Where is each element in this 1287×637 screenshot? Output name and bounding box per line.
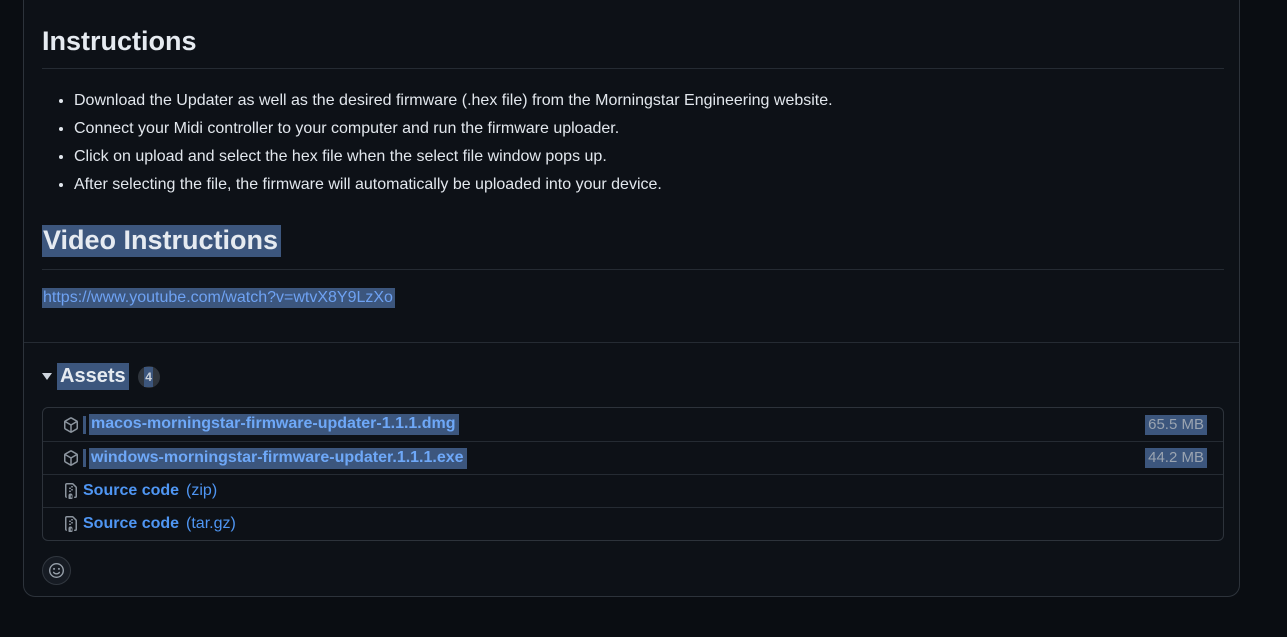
package-icon	[63, 450, 79, 466]
package-icon	[63, 416, 79, 433]
instruction-item: Click on upload and select the hex file …	[74, 143, 1224, 171]
file-zip-icon	[63, 483, 79, 499]
instructions-list: Download the Updater as well as the desi…	[42, 87, 1224, 199]
asset-row: Source code (tar.gz)	[43, 507, 1223, 540]
file-zip-icon	[63, 516, 79, 532]
add-reaction-button[interactable]	[42, 556, 71, 585]
video-instructions-heading: Video Instructions	[42, 223, 1224, 270]
source-code-format: (tar.gz)	[186, 515, 236, 532]
source-code-label: Source code	[83, 482, 180, 499]
release-card: Instructions Download the Updater as wel…	[23, 0, 1240, 597]
instruction-item: After selecting the file, the firmware w…	[74, 171, 1224, 199]
source-code-format: (zip)	[186, 482, 218, 499]
source-code-label: Source code	[83, 515, 180, 532]
selection-gap	[83, 415, 86, 434]
instructions-heading: Instructions	[42, 25, 1224, 69]
source-code-link[interactable]: Source code (zip)	[83, 482, 217, 500]
assets-title: Assets	[57, 363, 129, 390]
asset-row: Source code (zip)	[43, 474, 1223, 507]
assets-count-badge: 4	[137, 365, 160, 388]
asset-size: 44.2 MB	[1145, 448, 1207, 468]
assets-table: macos-morningstar-firmware-updater-1.1.1…	[42, 407, 1224, 541]
video-link[interactable]: https://www.youtube.com/watch?v=wtvX8Y9L…	[42, 288, 395, 308]
assets-count: 4	[144, 366, 153, 387]
instruction-item: Connect your Midi controller to your com…	[74, 115, 1224, 143]
asset-link[interactable]: windows-morningstar-firmware-updater.1.1…	[89, 447, 467, 469]
selection-gap	[83, 449, 86, 467]
source-code-link[interactable]: Source code (tar.gz)	[83, 515, 236, 533]
asset-link[interactable]: macos-morningstar-firmware-updater-1.1.1…	[89, 414, 459, 435]
asset-row: macos-morningstar-firmware-updater-1.1.1…	[43, 408, 1223, 441]
video-link-row: https://www.youtube.com/watch?v=wtvX8Y9L…	[42, 286, 1224, 310]
smiley-icon	[49, 563, 64, 578]
assets-toggle[interactable]: Assets 4	[42, 363, 1224, 390]
chevron-down-icon[interactable]	[42, 373, 52, 380]
asset-row: windows-morningstar-firmware-updater.1.1…	[43, 441, 1223, 474]
section-divider	[24, 342, 1239, 343]
release-body: Instructions Download the Updater as wel…	[42, 25, 1224, 310]
instruction-item: Download the Updater as well as the desi…	[74, 87, 1224, 115]
asset-size: 65.5 MB	[1145, 414, 1207, 435]
video-instructions-text: Video Instructions	[42, 225, 282, 257]
